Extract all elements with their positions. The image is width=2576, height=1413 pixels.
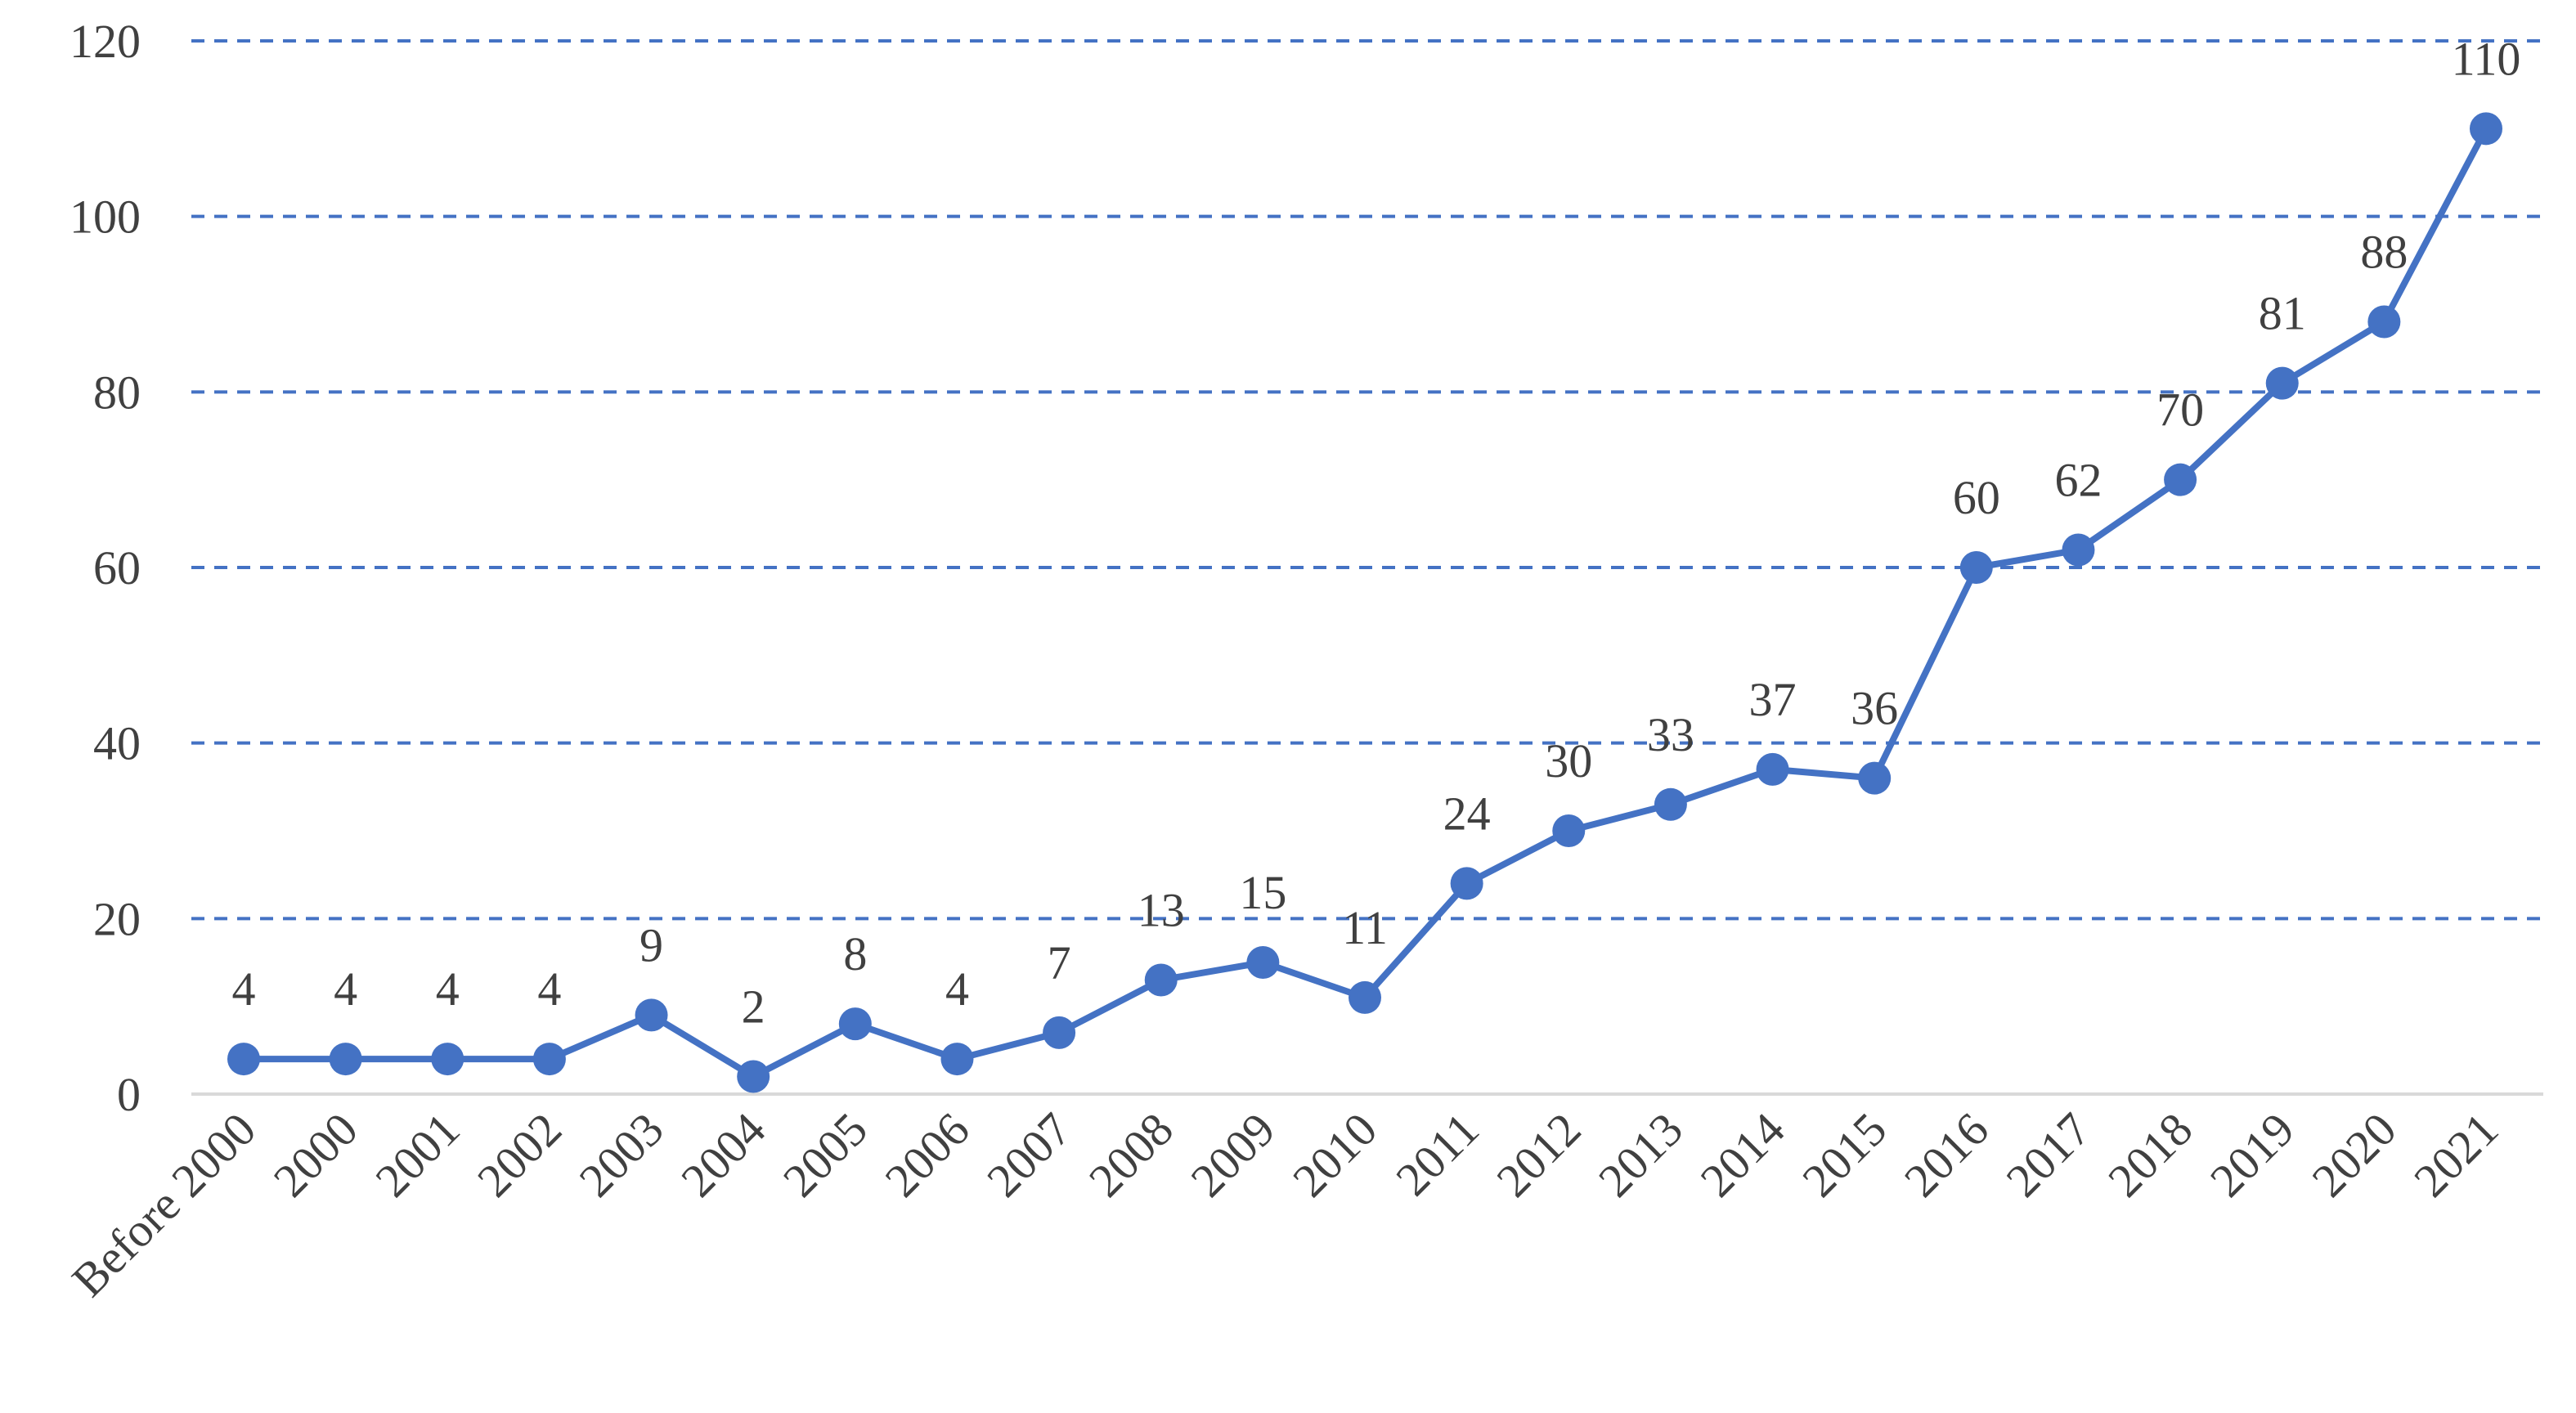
y-tick-label-40: 40 [93, 717, 141, 770]
data-label: 4 [334, 962, 357, 1016]
data-point [2367, 305, 2401, 339]
data-label: 13 [1138, 883, 1185, 936]
data-label: 30 [1545, 734, 1592, 787]
data-label: 4 [537, 962, 561, 1016]
x-tick-label: 2014 [1690, 1102, 1795, 1207]
data-label: 70 [2156, 384, 2204, 437]
data-label: 4 [232, 962, 256, 1016]
data-point [838, 1007, 872, 1041]
x-tick-label: 2013 [1588, 1102, 1693, 1207]
y-axis-tick-labels: 0 20 40 60 80 100 120 [70, 15, 141, 1121]
data-label: 8 [843, 927, 867, 980]
data-label: 36 [1851, 682, 1898, 735]
y-tick-label-120: 120 [70, 15, 141, 68]
data-label: 4 [945, 962, 969, 1016]
x-axis-tick-labels: Before 200020002001200220032004200520062… [61, 1102, 2508, 1307]
data-point [2470, 112, 2502, 146]
data-label: 33 [1647, 708, 1694, 761]
x-tick-label: 2003 [569, 1102, 674, 1207]
data-point [1552, 814, 1586, 847]
data-point [2164, 463, 2197, 496]
x-tick-label: Before 2000 [61, 1102, 266, 1307]
x-tick-label: 2006 [875, 1102, 980, 1207]
data-point [1349, 980, 1381, 1014]
data-point [635, 998, 668, 1032]
x-tick-label: 2020 [2302, 1102, 2407, 1207]
y-tick-label-60: 60 [93, 541, 141, 594]
x-tick-label: 2007 [976, 1102, 1081, 1207]
x-tick-label: 2009 [1181, 1102, 1286, 1207]
x-tick-label: 2017 [1996, 1102, 2101, 1207]
y-tick-label-100: 100 [70, 191, 141, 244]
data-point [1858, 761, 1892, 795]
data-point [1246, 946, 1280, 979]
data-label: 15 [1239, 866, 1286, 919]
data-point [1959, 551, 1993, 584]
gridlines [191, 39, 2543, 1096]
x-tick-label: 2012 [1486, 1102, 1591, 1207]
data-point [737, 1060, 770, 1093]
data-point [1756, 752, 1789, 786]
data-label: 88 [2360, 225, 2408, 278]
data-point [2062, 533, 2095, 567]
data-point [1144, 963, 1178, 997]
x-tick-label: 2011 [1385, 1102, 1488, 1205]
data-point [227, 1043, 260, 1076]
data-point [1043, 1016, 1076, 1049]
x-tick-label: 2016 [1894, 1102, 1999, 1207]
data-point [532, 1043, 566, 1076]
data-label: 2 [742, 980, 765, 1034]
data-label: 81 [2259, 287, 2306, 340]
x-tick-label: 2010 [1282, 1102, 1387, 1207]
x-tick-label: 2021 [2403, 1102, 2508, 1207]
data-label: 11 [1342, 901, 1388, 954]
data-label: 110 [2452, 32, 2521, 85]
data-label: 62 [2054, 454, 2102, 507]
data-label: 9 [640, 918, 663, 971]
y-tick-label-0: 0 [117, 1068, 141, 1121]
x-tick-label: 2002 [467, 1102, 572, 1207]
data-label: 7 [1048, 936, 1071, 989]
y-tick-label-20: 20 [93, 892, 141, 945]
data-point [431, 1043, 464, 1076]
x-tick-label: 2008 [1079, 1102, 1183, 1207]
data-point [2265, 366, 2299, 400]
data-point [1450, 867, 1483, 900]
y-tick-label-80: 80 [93, 366, 141, 419]
x-tick-label: 2004 [671, 1102, 775, 1207]
x-tick-label: 2018 [2098, 1102, 2202, 1207]
data-label: 24 [1443, 787, 1491, 840]
data-point [1654, 787, 1687, 821]
x-tick-label: 2001 [365, 1102, 469, 1207]
x-tick-label: 2015 [1792, 1102, 1896, 1207]
data-label: 4 [436, 962, 460, 1016]
x-tick-label: 2005 [773, 1102, 877, 1207]
data-point [329, 1043, 362, 1076]
data-point [940, 1043, 974, 1076]
data-label: 37 [1749, 673, 1797, 726]
data-label: 60 [1953, 471, 2000, 524]
x-tick-label: 2019 [2200, 1102, 2304, 1207]
series-0: 4 4 4 4 9 2 8 4 7 13 15 11 24 30 33 37 36 60 62 70 81 88 110 [227, 32, 2521, 1093]
x-tick-label: 2000 [263, 1102, 368, 1207]
